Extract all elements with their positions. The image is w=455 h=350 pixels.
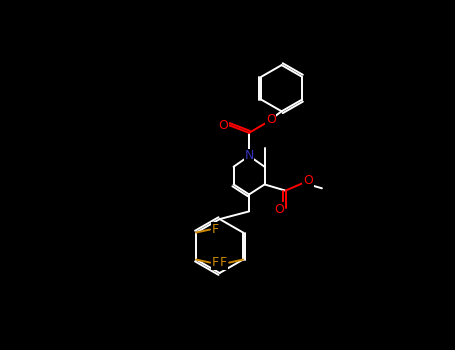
Text: O: O xyxy=(266,113,276,126)
Text: O: O xyxy=(218,119,228,132)
Text: F: F xyxy=(220,256,228,269)
Text: F: F xyxy=(212,256,219,269)
Text: O: O xyxy=(274,203,284,216)
Text: N: N xyxy=(244,149,254,162)
Text: O: O xyxy=(303,174,313,187)
Text: F: F xyxy=(212,223,219,236)
